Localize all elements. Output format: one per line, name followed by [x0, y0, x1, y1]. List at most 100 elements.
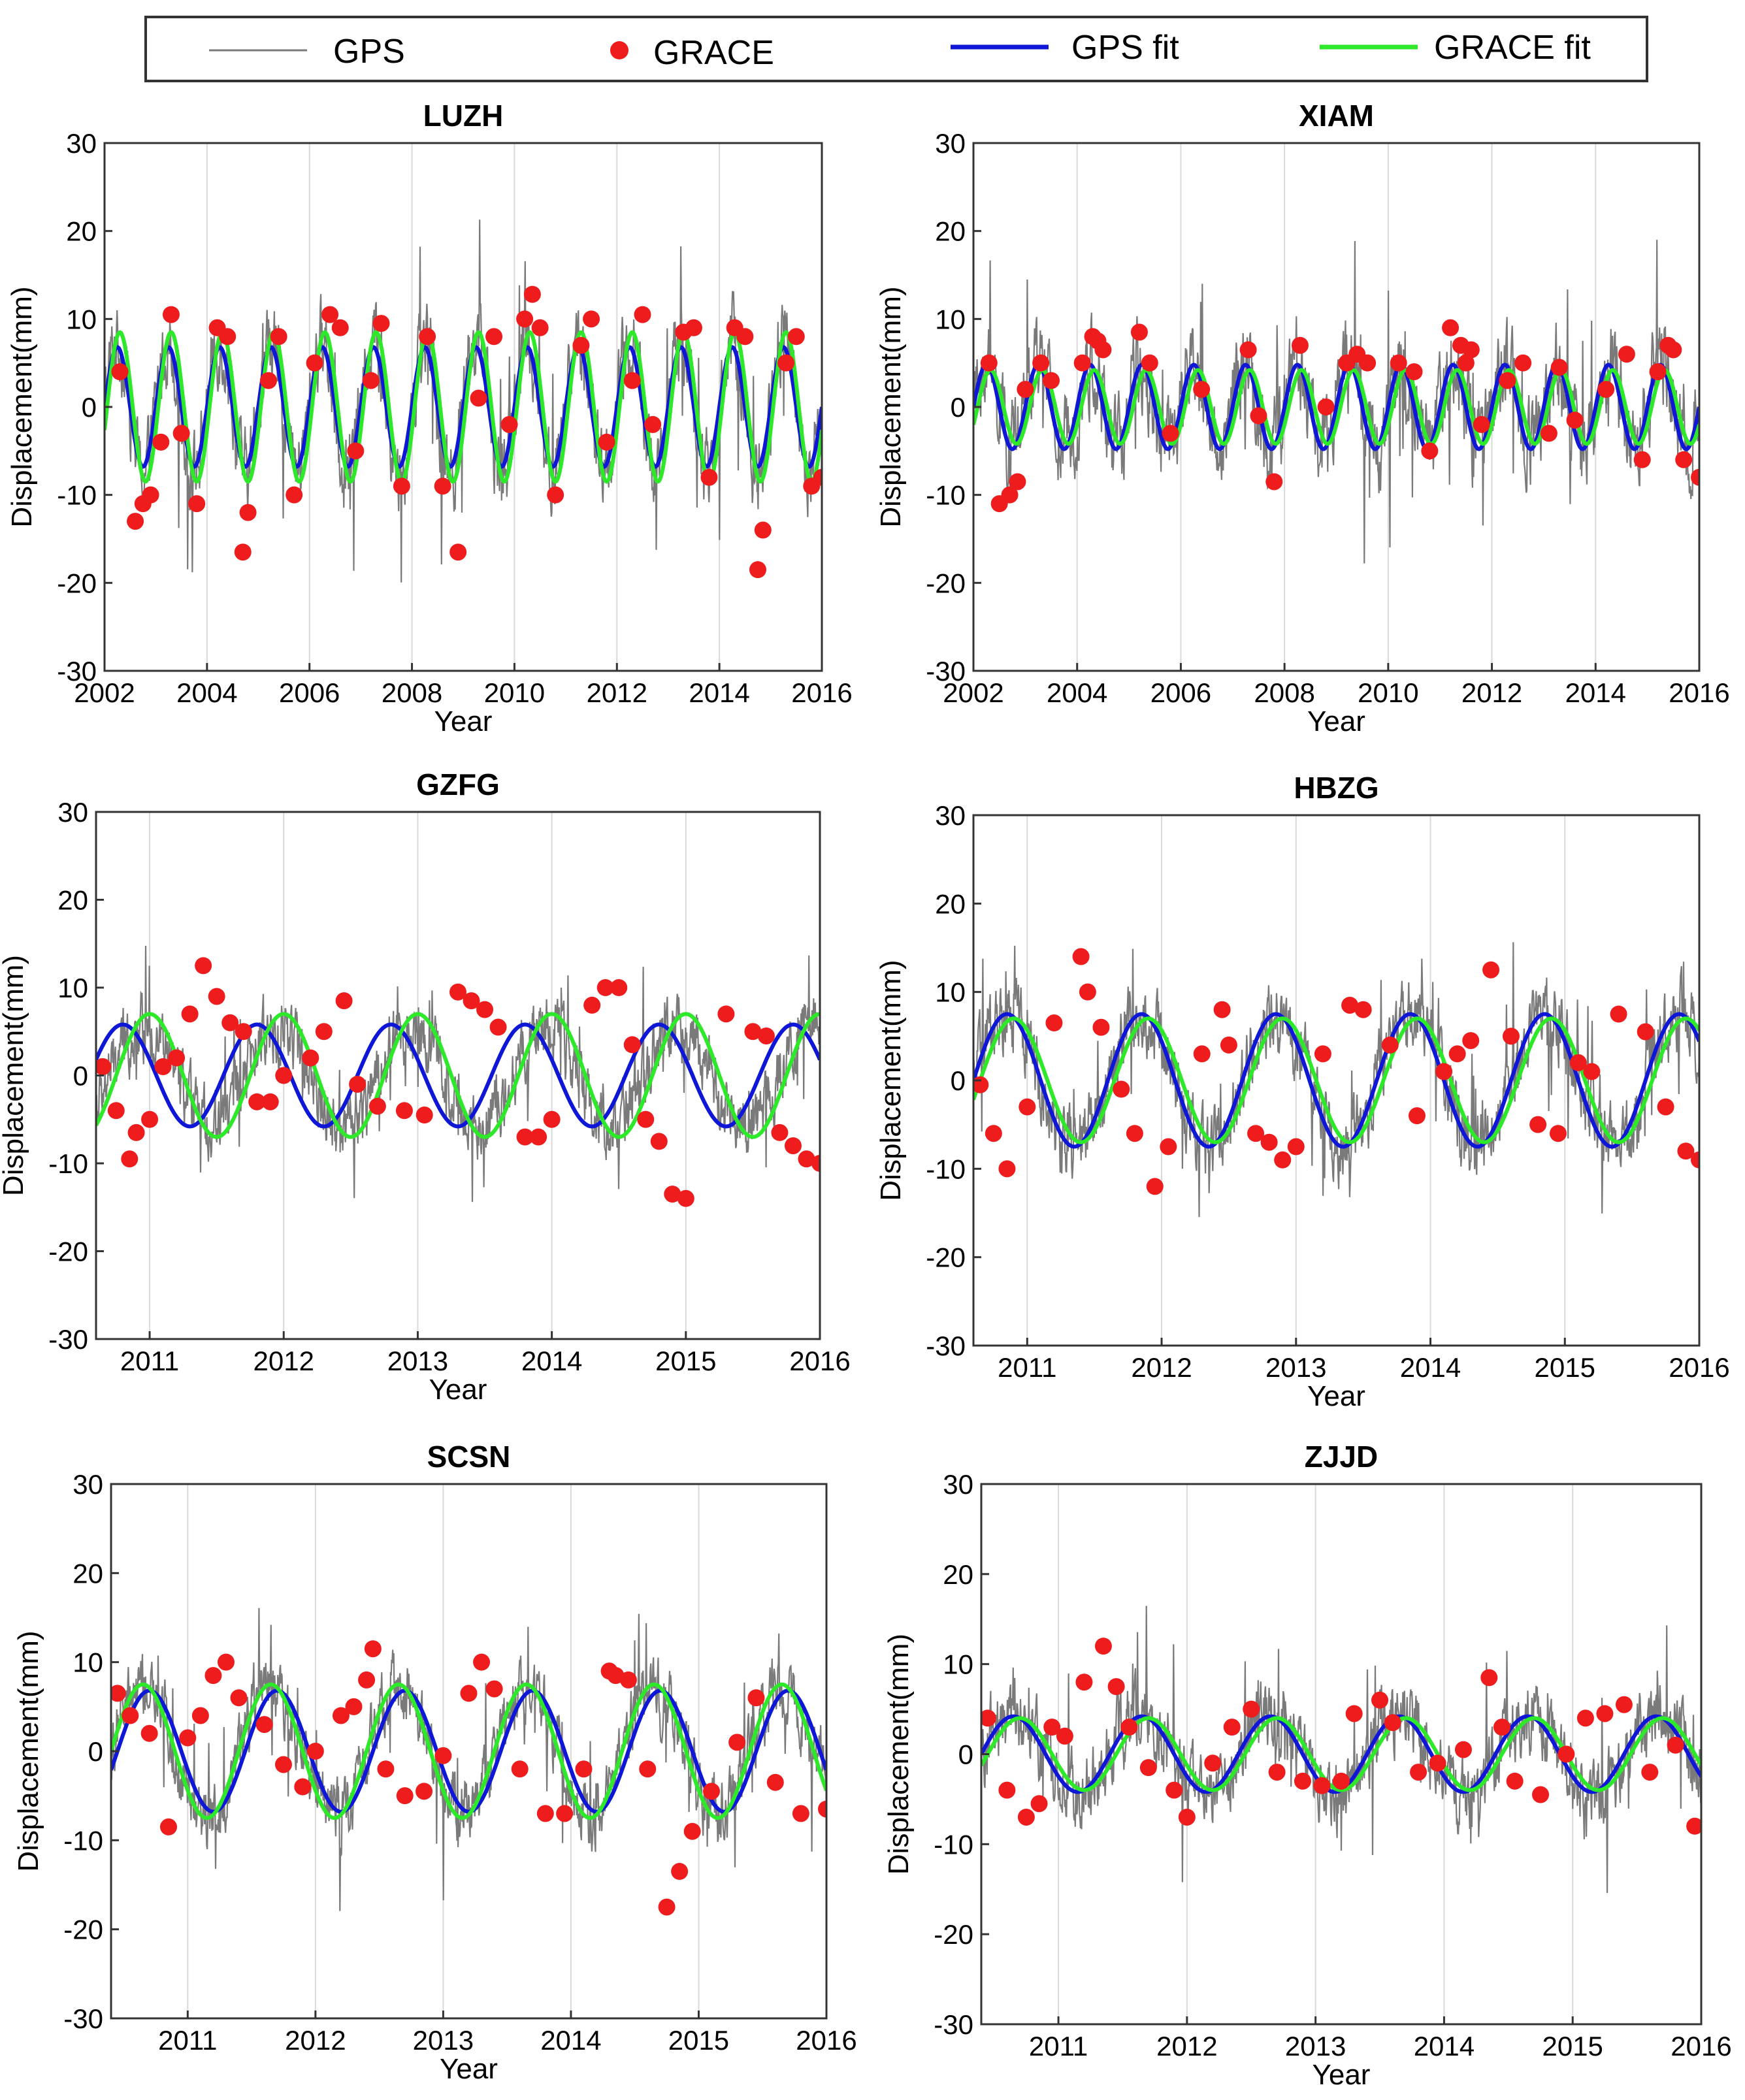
panel-scsn-xtick-label: 2011	[158, 2025, 217, 2056]
panel-scsn-xlabel: Year	[440, 2053, 498, 2085]
panel-gzfg-grace-point	[235, 1023, 252, 1041]
panel-gzfg-grace-point	[96, 1058, 112, 1076]
panel-hbzg-grace-point	[1019, 1098, 1036, 1116]
panel-gzfg-grace-point	[610, 979, 628, 996]
legend-grace-label: GRACE	[653, 34, 774, 72]
panel-scsn-grace-point	[747, 1689, 765, 1707]
panel-hbzg-grace-point	[1381, 1036, 1399, 1054]
panel-scsn-grace-point	[306, 1743, 324, 1760]
panel-scsn-grace-point	[255, 1716, 273, 1734]
panel-hbzg-grace-point	[1072, 948, 1090, 965]
panel-xiam-grace-point	[1239, 341, 1257, 359]
panel-luzh-ylabel: Displacement(mm)	[6, 286, 38, 527]
panel-gzfg-gps-fit-line	[96, 1022, 820, 1129]
panel-scsn-grace-point	[575, 1760, 593, 1778]
panel-hbzg-grace-point	[1126, 1125, 1143, 1142]
panel-hbzg-ytick-label: -30	[926, 1331, 966, 1361]
panel-luzh-xlabel: Year	[434, 705, 493, 737]
panel-xiam-grace-point	[1597, 381, 1615, 398]
panel-hbzg-grace-point	[1569, 1054, 1587, 1071]
panel-scsn-grace-point	[766, 1773, 784, 1791]
panel-gzfg-grace-point	[744, 1023, 762, 1041]
panel-gzfg-grace-point	[181, 1005, 199, 1023]
panel-zjjd-ytick-label: -30	[934, 2009, 973, 2040]
panel-luzh-grace-point	[270, 328, 287, 346]
panel-gzfg-grace-point	[583, 996, 601, 1014]
panel-gzfg-xtick-label: 2015	[655, 1346, 716, 1376]
panel-hbzg-ytick-label: 10	[935, 977, 966, 1008]
panel-xiam-grace-point	[1514, 354, 1532, 372]
panel-zjjd-grace-point	[1107, 1678, 1125, 1696]
panel-scsn-ytick-label: 30	[73, 1469, 103, 1500]
panel-hbzg-grace-point	[1146, 1178, 1164, 1195]
panel-zjjd-grace-point	[1641, 1764, 1659, 1781]
panel-luzh-grace-point	[736, 328, 754, 346]
panel-luzh-plot-area	[105, 219, 822, 583]
panel-gzfg-grace-point	[757, 1027, 775, 1044]
panel-zjjd-ytick-label: 0	[958, 1739, 973, 1770]
panel-luzh-grace-point	[239, 504, 257, 521]
panel-luzh-grace-point	[623, 372, 641, 389]
panel-xiam-xtick-label: 2002	[943, 677, 1003, 708]
panel-xiam-grace-point	[1265, 473, 1283, 491]
panel-hbzg-gps-fit-line	[973, 1012, 1699, 1149]
panel-scsn-grace-point	[332, 1707, 350, 1724]
panel-zjjd-grace-point	[1576, 1709, 1594, 1727]
panel-zjjd-grace-point	[1686, 1817, 1701, 1835]
panel-zjjd-grace-point	[981, 1709, 996, 1727]
panel-luzh-grace-point	[787, 328, 805, 346]
panel-gzfg-ytick-label: -10	[48, 1148, 88, 1179]
panel-xiam-grace-point	[1390, 354, 1407, 372]
panel-luzh-grace-point	[685, 319, 702, 336]
panel-xiam-grace-point	[1691, 468, 1699, 486]
panel-hbzg-grace-point	[1502, 1027, 1520, 1045]
panel-gzfg-grace-point	[368, 1097, 386, 1115]
panel-hbzg-grace-point	[1213, 1001, 1231, 1018]
panel-gzfg-xtick-label: 2011	[120, 1346, 179, 1376]
panel-gzfg-xtick-label: 2013	[387, 1346, 448, 1376]
panel-zjjd-grace-point	[1313, 1777, 1331, 1794]
panel-scsn-grace-point	[511, 1760, 529, 1778]
panel-gzfg-grace-fit-line	[96, 1012, 820, 1139]
panel-luzh-grace-point	[598, 433, 615, 451]
panel-luzh-ytick-label: -30	[57, 656, 97, 687]
panel-hbzg-xtick-label: 2016	[1669, 1352, 1729, 1383]
panel-xiam-ytick-label: -30	[926, 656, 966, 687]
panel-gzfg-grace-point	[395, 1102, 413, 1120]
panel-xiam-plot-area	[973, 240, 1699, 564]
panel-zjjd-ytick-label: 20	[943, 1559, 973, 1590]
panel-gzfg-ytick-label: -20	[48, 1236, 88, 1267]
panel-hbzg-grace-point	[1354, 1001, 1372, 1018]
panel-zjjd-grace-point	[1017, 1808, 1035, 1826]
panel-scsn-grace-point	[358, 1671, 376, 1688]
panel-scsn-grace-point	[140, 1724, 158, 1742]
panel-hbzg-grace-point	[1092, 1018, 1110, 1036]
panel-hbzg-grace-point	[1637, 1023, 1654, 1041]
panel-luzh-grace-point	[634, 306, 651, 323]
panel-scsn-grace-point	[671, 1863, 689, 1881]
panel-scsn-grace-point	[416, 1783, 433, 1800]
panel-hbzg-grace-point	[1435, 1063, 1453, 1080]
panel-luzh-grace-point	[547, 486, 564, 504]
panel-zjjd-grace-point	[1480, 1669, 1498, 1687]
panel-luzh-grace-point	[219, 328, 236, 346]
panel-luzh-xtick-label: 2004	[176, 677, 237, 708]
panel-xiam-grace-point	[1462, 341, 1480, 359]
panel-luzh-grace-point	[306, 354, 323, 372]
panel-zjjd-grace-point	[1223, 1719, 1241, 1736]
panel-xiam-grace-point	[1193, 381, 1211, 398]
panel-xiam-grace-point	[1001, 486, 1019, 504]
panel-xiam-grace-point	[1250, 407, 1267, 425]
panel-zjjd-grace-point	[1030, 1795, 1048, 1813]
panel-xiam-ytick-label: 30	[935, 128, 966, 159]
panel-xiam-grace-point	[1540, 425, 1557, 442]
panel-gzfg-grace-point	[107, 1102, 125, 1120]
panel-zjjd-ytick-label: -20	[934, 1919, 973, 1950]
panel-zjjd-ytick-label: 10	[943, 1649, 973, 1680]
panel-xiam-ytick-label: 10	[935, 304, 966, 334]
panel-hbzg-grace-point	[1529, 1116, 1547, 1133]
panel-zjjd-xtick-label: 2014	[1414, 2031, 1475, 2061]
panel-scsn-grace-point	[536, 1805, 554, 1822]
panel-luzh-grace-point	[754, 521, 772, 539]
panel-luzh-title: LUZH	[423, 99, 504, 133]
